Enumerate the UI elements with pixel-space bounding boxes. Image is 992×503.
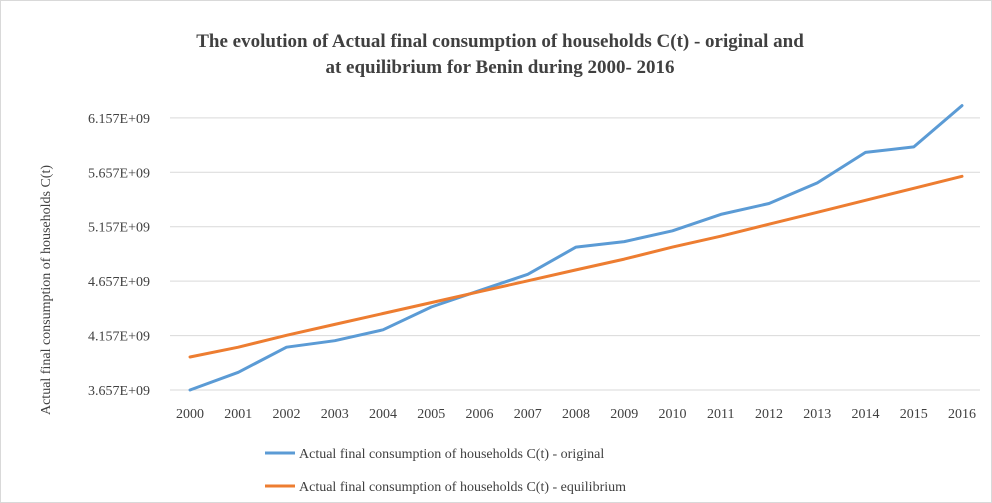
chart-title-line-1: The evolution of Actual final consumptio… — [196, 31, 804, 52]
y-tick-label: 5.157E+09 — [88, 221, 150, 236]
series-line-original — [188, 104, 964, 392]
x-tick-label: 2003 — [321, 407, 349, 422]
gridlines — [170, 117, 980, 391]
chart-title-line-2: at equilibrium for Benin during 2000- 20… — [325, 57, 674, 78]
x-tick-label: 2013 — [803, 407, 831, 422]
legend-label-original: Actual final consumption of households C… — [299, 447, 604, 462]
x-tick-label: 2014 — [852, 407, 880, 422]
legend-item-original: Actual final consumption of households C… — [265, 447, 604, 462]
legend-item-equilibrium: Actual final consumption of households C… — [265, 480, 626, 495]
y-tick-label: 6.157E+09 — [88, 112, 150, 127]
x-tick-label: 2016 — [948, 407, 976, 422]
x-tick-label: 2011 — [707, 407, 734, 422]
x-tick-label: 2012 — [755, 407, 783, 422]
x-axis-ticks: 2000 2001 2002 2003 2004 2005 2006 2007 2008 2009… — [176, 407, 976, 422]
y-axis-ticks: 3.657E+09 4.157E+09 4.657E+09 5.157E+09 5.65… — [88, 112, 150, 399]
x-tick-label: 2002 — [273, 407, 301, 422]
legend: Actual final consumption of households C… — [265, 447, 626, 495]
x-tick-label: 2005 — [417, 407, 445, 422]
x-tick-label: 2004 — [369, 407, 397, 422]
x-tick-label: 2009 — [610, 407, 638, 422]
y-axis-title: Actual final consumption of households C… — [39, 165, 54, 415]
y-tick-label: 4.657E+09 — [88, 275, 150, 290]
series-lines — [188, 104, 964, 392]
x-tick-label: 2010 — [659, 407, 687, 422]
y-tick-label: 5.657E+09 — [88, 166, 150, 181]
x-tick-label: 2006 — [466, 407, 494, 422]
x-tick-label: 2015 — [900, 407, 928, 422]
y-tick-label: 3.657E+09 — [88, 384, 150, 399]
x-tick-label: 2007 — [514, 407, 542, 422]
y-tick-label: 4.157E+09 — [88, 330, 150, 345]
x-tick-label: 2001 — [224, 407, 252, 422]
series-line-equilibrium — [188, 174, 964, 359]
legend-label-equilibrium: Actual final consumption of households C… — [299, 480, 626, 495]
x-tick-label: 2000 — [176, 407, 204, 422]
x-tick-label: 2008 — [562, 407, 590, 422]
